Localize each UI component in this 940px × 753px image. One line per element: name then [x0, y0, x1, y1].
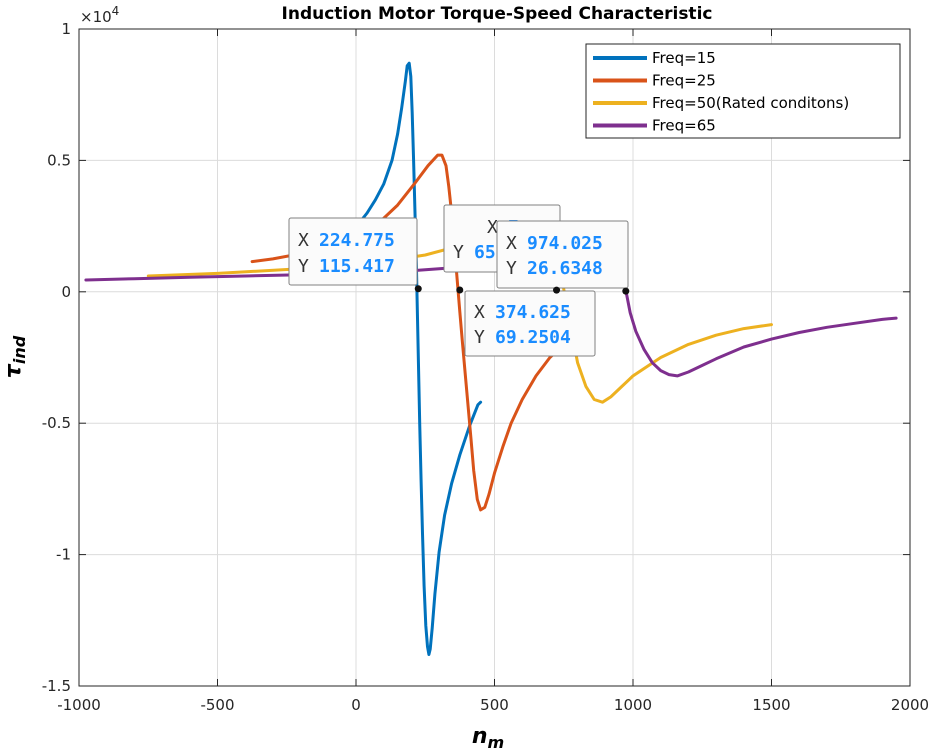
datatip-y-key: Y — [453, 242, 464, 263]
x-axis-label: nm — [472, 724, 504, 752]
y-tick-label: -1.5 — [42, 677, 71, 695]
x-tick-label: -1000 — [57, 696, 101, 714]
y-tick-label: 0.5 — [47, 151, 71, 169]
datatip-3[interactable]: X 974.025 Y 26.6348 — [496, 220, 629, 289]
datatip-4[interactable]: X 374.625 Y 69.2504 — [464, 290, 596, 357]
x-tick-label: 0 — [351, 696, 361, 714]
datatip-y-value: 26.6348 — [527, 258, 603, 279]
datatip-y-key: Y — [298, 256, 309, 277]
datatip-x-value: 374.625 — [495, 302, 571, 323]
x-tick-label: 500 — [480, 696, 509, 714]
y-tick-label: -0.5 — [42, 414, 71, 432]
x-tick-label: -500 — [200, 696, 234, 714]
y-tick-label: 1 — [61, 20, 71, 38]
legend-label: Freq=65 — [652, 117, 716, 135]
datatip-x-key: X — [474, 302, 485, 323]
legend-label: Freq=25 — [652, 72, 716, 90]
datatip-marker[interactable] — [553, 286, 561, 294]
datatip-x-value: 974.025 — [527, 233, 603, 254]
y-exponent-label: ×104 — [80, 4, 119, 26]
x-tick-labels: -1000 -500 0 500 1000 1500 2000 — [57, 696, 929, 714]
datatip-marker[interactable] — [622, 287, 630, 295]
datatip-y-value: 69.2504 — [495, 327, 571, 348]
y-tick-labels: -1.5 -1 -0.5 0 0.5 1 — [42, 20, 71, 695]
series-line-2 — [250, 153, 566, 512]
axis-ticks — [78, 28, 911, 687]
datatip-marker[interactable] — [414, 285, 422, 293]
legend[interactable]: Freq=15 Freq=25 Freq=50(Rated conditons) Fr… — [585, 43, 901, 139]
datatip-y-value: 65 — [474, 242, 496, 263]
chart-title: Induction Motor Torque-Speed Characteris… — [282, 4, 713, 24]
datatip-x-key: X — [506, 233, 517, 254]
datatip-y-key: Y — [506, 258, 517, 279]
datatip-box — [464, 290, 596, 357]
y-tick-label: -1 — [56, 546, 71, 564]
datatip-markers — [414, 285, 630, 295]
legend-label: Freq=15 — [652, 49, 716, 67]
datatip-box — [288, 217, 418, 286]
datatip-marker[interactable] — [456, 286, 464, 294]
legend-label: Freq=50(Rated conditons) — [652, 94, 849, 112]
x-tick-label: 1500 — [752, 696, 790, 714]
x-tick-label: 2000 — [891, 696, 929, 714]
datatip-x-key: X — [487, 217, 498, 238]
datatip-x-value: 224.775 — [319, 230, 395, 251]
y-axis-label: τind — [1, 335, 29, 378]
datatip-box — [496, 220, 629, 289]
x-tick-label: 1000 — [614, 696, 652, 714]
legend-entries: Freq=15 Freq=25 Freq=50(Rated conditons) Fr… — [593, 49, 849, 135]
datatip-1[interactable]: X 224.775 Y 115.417 — [288, 217, 418, 286]
y-tick-label: 0 — [61, 283, 71, 301]
datatip-y-value: 115.417 — [319, 256, 395, 277]
series-line-1 — [340, 61, 483, 656]
datatip-x-key: X — [298, 230, 309, 251]
datatip-y-key: Y — [474, 327, 485, 348]
